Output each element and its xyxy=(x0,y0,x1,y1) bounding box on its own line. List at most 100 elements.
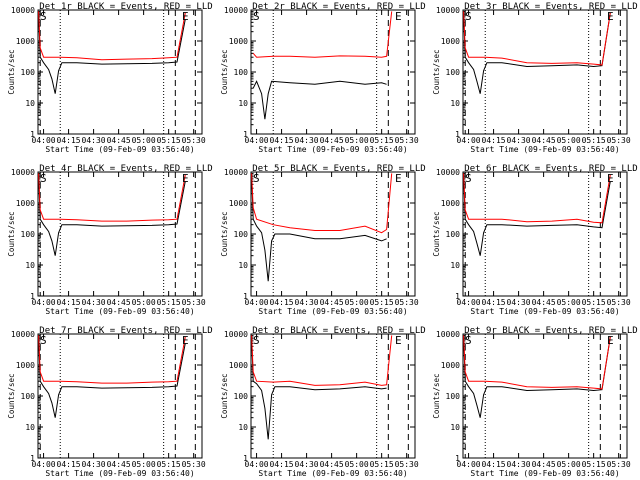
y-tick-label: 1000 xyxy=(441,361,460,370)
x-tick-label: 05:15 xyxy=(582,298,606,307)
end-marker: E xyxy=(395,334,402,347)
y-tick-label: 10000 xyxy=(224,6,248,15)
x-tick-label: 04:00 xyxy=(32,460,56,469)
x-tick-label: 04:15 xyxy=(482,460,506,469)
x-axis-label: Start Time (09-Feb-09 03:56:40) xyxy=(45,307,194,316)
x-tick-label: 04:15 xyxy=(482,298,506,307)
x-tick-label: 04:15 xyxy=(270,460,294,469)
x-axis-label: Start Time (09-Feb-09 03:56:40) xyxy=(45,145,194,154)
lld-series-line xyxy=(251,335,393,386)
y-tick-label: 1000 xyxy=(441,37,460,46)
y-axis-label: Counts/sec xyxy=(220,211,229,256)
x-tick-label: 05:00 xyxy=(557,460,581,469)
panel-title: Det 1r BLACK = Events, RED = LLD xyxy=(39,2,212,12)
x-tick-label: 04:30 xyxy=(82,298,106,307)
panel-det-6: Det 6r BLACK = Events, RED = LLD 1 10 100 10… xyxy=(432,164,638,316)
panel-det-1: Det 1r BLACK = Events, RED = LLD 1 10 100 10… xyxy=(7,2,213,154)
lld-series-line xyxy=(38,335,186,384)
x-tick-label: 05:30 xyxy=(607,298,631,307)
y-tick-label: 10000 xyxy=(11,6,35,15)
events-series-line xyxy=(463,174,611,256)
y-tick-label: 10 xyxy=(238,423,248,432)
y-tick-label: 1 xyxy=(243,130,248,139)
x-tick-label: 04:15 xyxy=(270,136,294,145)
end-marker: E xyxy=(607,334,614,347)
panel-title: Det 7r BLACK = Events, RED = LLD xyxy=(39,326,212,336)
plot-frame xyxy=(250,9,416,135)
x-tick-label: 05:30 xyxy=(607,136,631,145)
panel-title: Det 4r BLACK = Events, RED = LLD xyxy=(39,164,212,174)
x-tick-label: 05:00 xyxy=(132,460,156,469)
lld-series-line xyxy=(251,173,393,234)
y-tick-label: 10 xyxy=(25,99,35,108)
end-marker: E xyxy=(182,334,189,347)
events-series-line xyxy=(38,12,186,94)
lld-series-line xyxy=(252,11,393,58)
panel-title: Det 2r BLACK = Events, RED = LLD xyxy=(252,2,425,12)
y-tick-label: 1 xyxy=(30,454,35,463)
y-tick-label: 10000 xyxy=(224,168,248,177)
y-tick-label: 100 xyxy=(446,392,461,401)
y-tick-label: 100 xyxy=(21,230,36,239)
x-tick-label: 05:00 xyxy=(557,136,581,145)
y-axis-label: Counts/sec xyxy=(7,49,16,94)
y-axis-label: Counts/sec xyxy=(432,49,441,94)
y-tick-label: 1000 xyxy=(229,37,248,46)
start-marker: S xyxy=(253,334,260,347)
start-marker: S xyxy=(465,334,472,347)
end-marker: E xyxy=(607,172,614,185)
x-tick-label: 05:30 xyxy=(182,460,206,469)
start-marker: S xyxy=(40,10,47,23)
events-series-line xyxy=(463,336,611,418)
panel-title: Det 6r BLACK = Events, RED = LLD xyxy=(464,164,637,174)
y-tick-label: 10000 xyxy=(11,330,35,339)
y-tick-label: 1 xyxy=(243,454,248,463)
panel-det-8: Det 8r BLACK = Events, RED = LLD 1 10 100 10… xyxy=(220,326,426,478)
events-series-line xyxy=(251,174,387,282)
x-axis-label: Start Time (09-Feb-09 03:56:40) xyxy=(470,307,619,316)
lld-series-line xyxy=(38,11,186,61)
x-tick-label: 05:30 xyxy=(607,460,631,469)
x-tick-label: 04:45 xyxy=(320,136,344,145)
start-marker: S xyxy=(465,172,472,185)
panel-det-4: Det 4r BLACK = Events, RED = LLD 1 10 100 10… xyxy=(7,164,213,316)
y-tick-label: 100 xyxy=(446,68,461,77)
lld-series-line xyxy=(38,173,186,222)
panel-det-3: Det 3r BLACK = Events, RED = LLD 1 10 100 10… xyxy=(432,2,638,154)
y-tick-label: 100 xyxy=(234,68,249,77)
y-tick-label: 100 xyxy=(234,392,249,401)
events-series-line xyxy=(38,336,186,418)
x-tick-label: 05:30 xyxy=(395,136,419,145)
y-tick-label: 1000 xyxy=(16,361,35,370)
y-tick-label: 10 xyxy=(238,99,248,108)
events-series-line xyxy=(252,80,387,120)
x-tick-label: 05:00 xyxy=(345,298,369,307)
x-tick-label: 05:15 xyxy=(157,460,181,469)
panel-title: Det 9r BLACK = Events, RED = LLD xyxy=(464,326,637,336)
plot-frame xyxy=(37,9,203,135)
x-tick-label: 04:00 xyxy=(32,298,56,307)
y-axis-label: Counts/sec xyxy=(432,373,441,418)
x-tick-label: 04:45 xyxy=(107,460,131,469)
x-axis-label: Start Time (09-Feb-09 03:56:40) xyxy=(470,145,619,154)
x-tick-label: 04:30 xyxy=(295,298,319,307)
x-tick-label: 04:45 xyxy=(532,460,556,469)
x-tick-label: 04:15 xyxy=(482,136,506,145)
y-tick-label: 10000 xyxy=(224,330,248,339)
y-tick-label: 1000 xyxy=(16,199,35,208)
x-tick-label: 04:45 xyxy=(320,460,344,469)
y-tick-label: 100 xyxy=(446,230,461,239)
lld-series-line xyxy=(463,11,611,66)
x-tick-label: 04:15 xyxy=(270,298,294,307)
y-axis-label: Counts/sec xyxy=(7,211,16,256)
y-tick-label: 10 xyxy=(450,261,460,270)
panel-title: Det 3r BLACK = Events, RED = LLD xyxy=(464,2,637,12)
y-tick-label: 10 xyxy=(25,423,35,432)
x-tick-label: 04:45 xyxy=(532,298,556,307)
events-series-line xyxy=(463,12,611,94)
x-tick-label: 05:15 xyxy=(370,460,394,469)
plot-frame xyxy=(462,9,628,135)
y-tick-label: 100 xyxy=(234,230,249,239)
end-marker: E xyxy=(395,172,402,185)
